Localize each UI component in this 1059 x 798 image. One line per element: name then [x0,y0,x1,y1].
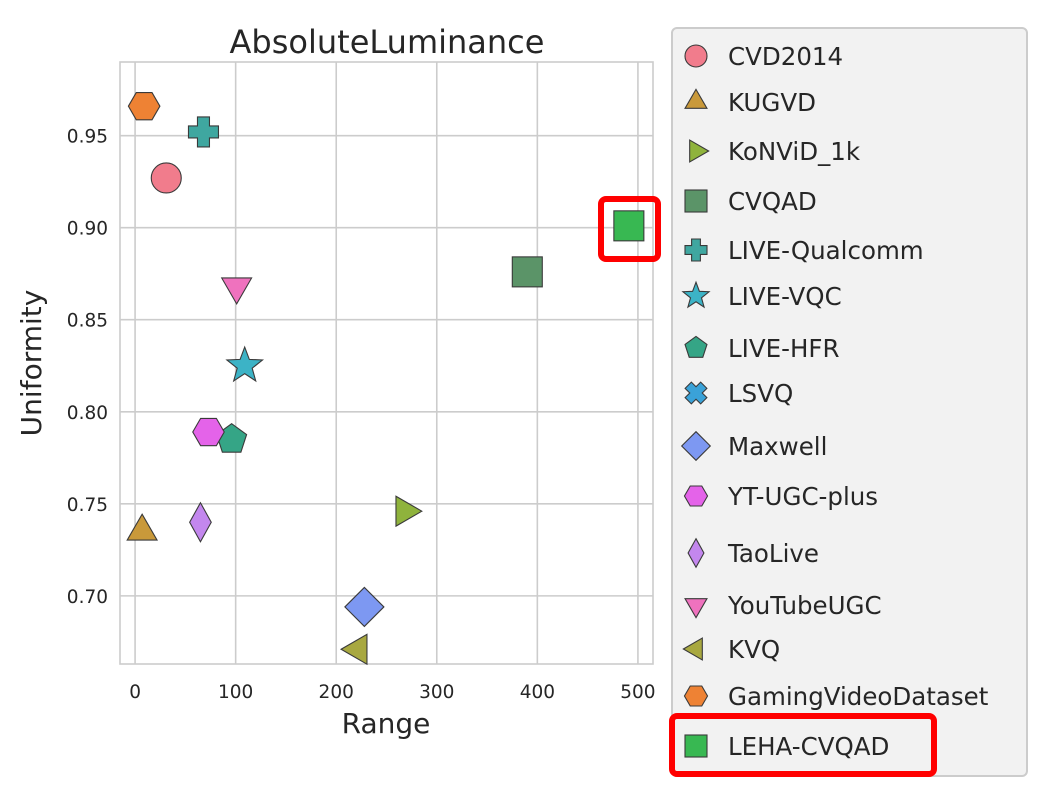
x-tick-label: 300 [419,682,454,703]
legend-marker [684,734,708,758]
legend-label: TaoLive [727,539,819,568]
highlight-box-point [598,196,661,262]
grid-lines [120,62,653,664]
legend-marker [684,88,708,109]
x-tick-label: 200 [319,682,354,703]
point-kvq [339,633,368,666]
point-taolive [189,501,212,543]
legend-label: KVQ [728,635,780,664]
legend-item: TaoLive [687,537,819,569]
x-tick-label: 500 [620,682,655,703]
y-tick-label: 0.75 [67,495,108,516]
legend-marker [684,189,708,213]
legend-label: LSVQ [728,379,793,408]
legend-item: KoNViD_1k [689,137,861,166]
legend-item: LIVE-Qualcomm [684,236,924,265]
data-points [126,91,645,666]
legend-label: LIVE-HFR [728,334,840,363]
y-tick-label: 0.80 [67,403,108,424]
y-tick-label: 0.85 [67,311,108,332]
point-maxwell [344,586,385,628]
legend-marker [684,381,708,405]
x-axis-label: Range [342,707,431,740]
legend-item: CVD2014 [684,42,843,71]
legend-label: KUGVD [728,88,816,117]
legend-label: LIVE-Qualcomm [728,236,924,265]
tick-labels: 0 100 200 300 400 500 0.70 0.75 0.80 0.85 0.90 0.95 [67,127,656,703]
legend-marker [687,537,705,569]
legend-item: LEHA-CVQAD [684,732,889,761]
legend-marker [684,598,708,619]
legend: CVD2014 KUGVD KoNViD_1k CVQAD LIVE-Qualcomm L… [680,42,989,761]
point-leha-cvqad [613,210,645,242]
legend-item: Maxwell [680,430,827,462]
legend-item: YouTubeUGC [684,591,882,620]
point-live-vqc [225,345,265,383]
x-tick-label: 100 [218,682,253,703]
legend-item: LIVE-VQC [681,280,842,311]
legend-marker [681,280,711,309]
legend-label: LEHA-CVQAD [728,732,889,761]
legend-label: GamingVideoDataset [728,682,989,711]
point-cvqad [511,256,543,288]
highlight-box-legend [669,713,937,777]
legend-item: KVQ [682,635,780,664]
point-live-qualcomm [187,116,220,148]
y-tick-label: 0.70 [67,587,108,608]
legend-item: LSVQ [684,379,793,408]
legend-marker [680,430,712,462]
x-tick-label: 0 [129,682,141,703]
legend-marker [684,335,708,358]
legend-label: CVQAD [728,187,817,216]
legend-marker [689,139,710,163]
plot-frame [119,61,654,665]
legend-label: CVD2014 [728,42,843,71]
legend-item: YT-UGC-plus [683,482,878,511]
y-tick-label: 0.90 [67,219,108,240]
chart-title: AbsoluteLuminance [230,23,545,61]
legend-item: LIVE-HFR [684,334,840,363]
legend-item: KUGVD [684,88,816,117]
legend-item: CVQAD [684,187,817,216]
legend-label: YouTubeUGC [727,591,882,620]
legend-label: YT-UGC-plus [727,482,878,511]
legend-marker [683,685,709,707]
legend-marker [683,485,709,507]
point-konvid-1k [395,495,423,528]
legend-label: KoNViD_1k [728,137,861,166]
point-cvd2014 [150,162,182,194]
legend-marker [684,238,708,262]
point-gamingvideodataset [127,91,161,121]
y-tick-label: 0.95 [67,127,108,148]
legend-item: GamingVideoDataset [683,682,989,711]
y-axis-label: Uniformity [15,290,48,437]
legend-label: Maxwell [728,432,827,461]
legend-marker [682,637,703,661]
x-tick-label: 400 [520,682,555,703]
point-kugvd [126,513,159,541]
point-youtubeugc [220,277,253,305]
legend-label: LIVE-VQC [728,282,842,311]
point-yt-ugc-plus [192,417,225,447]
legend-marker [684,44,708,68]
